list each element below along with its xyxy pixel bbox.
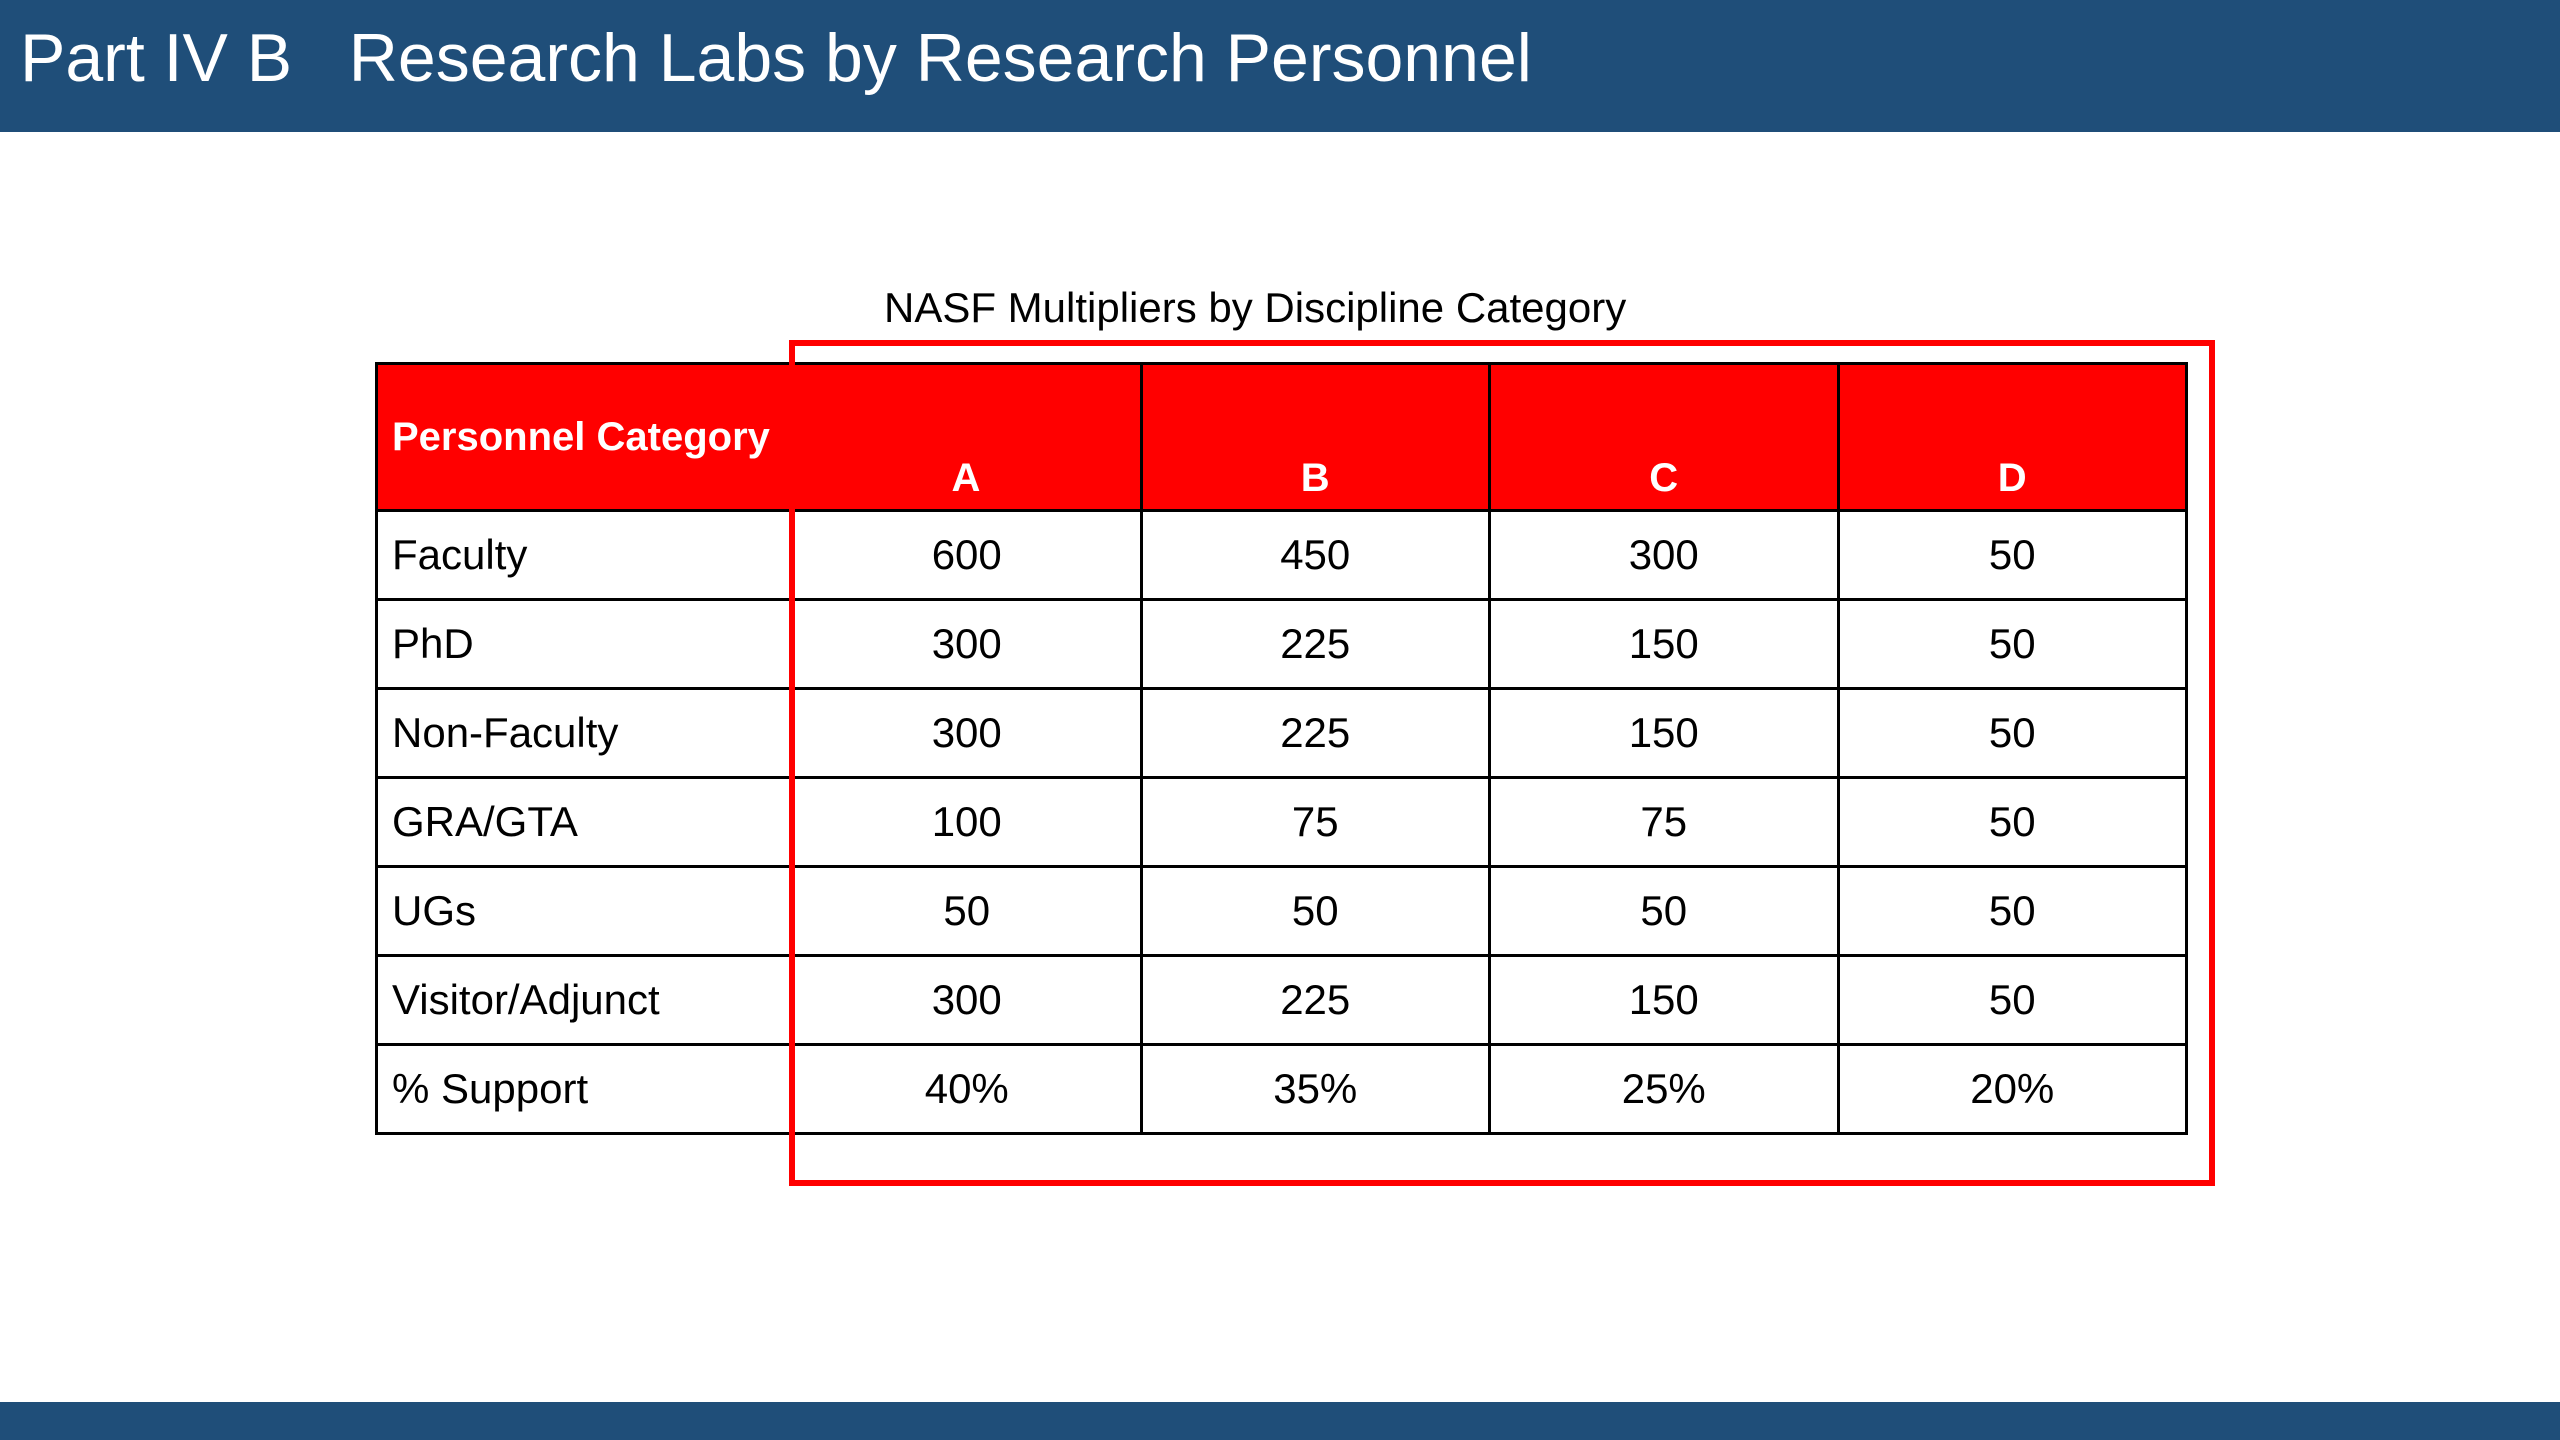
table-row: Visitor/Adjunct 300 225 150 50 bbox=[375, 954, 2188, 1046]
table-cell: 50 bbox=[1836, 509, 2188, 601]
slide-title: Part IV B Research Labs by Research Pers… bbox=[20, 20, 1532, 96]
table-caption: NASF Multipliers by Discipline Category bbox=[884, 284, 1627, 331]
row-label: Visitor/Adjunct bbox=[375, 954, 794, 1046]
row-label: UGs bbox=[375, 865, 794, 957]
footer-bar bbox=[0, 1402, 2560, 1440]
table-cell: 300 bbox=[791, 598, 1143, 690]
table-row: GRA/GTA 100 75 75 50 bbox=[375, 776, 2188, 868]
table-cell: 50 bbox=[791, 865, 1143, 957]
header-discipline-d: D bbox=[1836, 362, 2188, 512]
nasf-multipliers-table: Personnel Category A B C D Faculty 600 4… bbox=[375, 362, 2188, 1135]
table-cell: 450 bbox=[1139, 509, 1491, 601]
row-label: PhD bbox=[375, 598, 794, 690]
table-cell: 50 bbox=[1836, 687, 2188, 779]
header-discipline-b: B bbox=[1139, 362, 1491, 512]
table-row: % Support 40% 35% 25% 20% bbox=[375, 1043, 2188, 1135]
title-bar: Part IV B Research Labs by Research Pers… bbox=[0, 0, 2560, 132]
table-cell: 225 bbox=[1139, 598, 1491, 690]
table-cell: 50 bbox=[1836, 865, 2188, 957]
table-cell: 75 bbox=[1488, 776, 1840, 868]
table-cell: 150 bbox=[1488, 954, 1840, 1046]
header-discipline-c: C bbox=[1488, 362, 1840, 512]
table-row: PhD 300 225 150 50 bbox=[375, 598, 2188, 690]
table-cell: 50 bbox=[1836, 776, 2188, 868]
table-cell: 300 bbox=[1488, 509, 1840, 601]
row-label: % Support bbox=[375, 1043, 794, 1135]
header-discipline-a: A bbox=[792, 362, 1141, 512]
table-cell: 50 bbox=[1488, 865, 1840, 957]
header-personnel-category: Personnel Category bbox=[375, 362, 793, 512]
table-cell: 50 bbox=[1836, 954, 2188, 1046]
table-cell: 150 bbox=[1488, 687, 1840, 779]
table-cell: 35% bbox=[1139, 1043, 1491, 1135]
table-cell: 225 bbox=[1139, 954, 1491, 1046]
table-cell: 40% bbox=[791, 1043, 1143, 1135]
table-row: Faculty 600 450 300 50 bbox=[375, 509, 2188, 601]
table-header-row: Personnel Category A B C D bbox=[375, 362, 2188, 512]
table-cell: 150 bbox=[1488, 598, 1840, 690]
table-cell: 75 bbox=[1139, 776, 1491, 868]
table-cell: 20% bbox=[1836, 1043, 2188, 1135]
table-cell: 50 bbox=[1139, 865, 1491, 957]
table-cell: 25% bbox=[1488, 1043, 1840, 1135]
table-cell: 100 bbox=[791, 776, 1143, 868]
table-cell: 300 bbox=[791, 954, 1143, 1046]
table-cell: 50 bbox=[1836, 598, 2188, 690]
row-label: Faculty bbox=[375, 509, 794, 601]
table-cell: 600 bbox=[791, 509, 1143, 601]
table-cell: 225 bbox=[1139, 687, 1491, 779]
row-label: GRA/GTA bbox=[375, 776, 794, 868]
row-label: Non-Faculty bbox=[375, 687, 794, 779]
table-row: UGs 50 50 50 50 bbox=[375, 865, 2188, 957]
table-cell: 300 bbox=[791, 687, 1143, 779]
table-row: Non-Faculty 300 225 150 50 bbox=[375, 687, 2188, 779]
